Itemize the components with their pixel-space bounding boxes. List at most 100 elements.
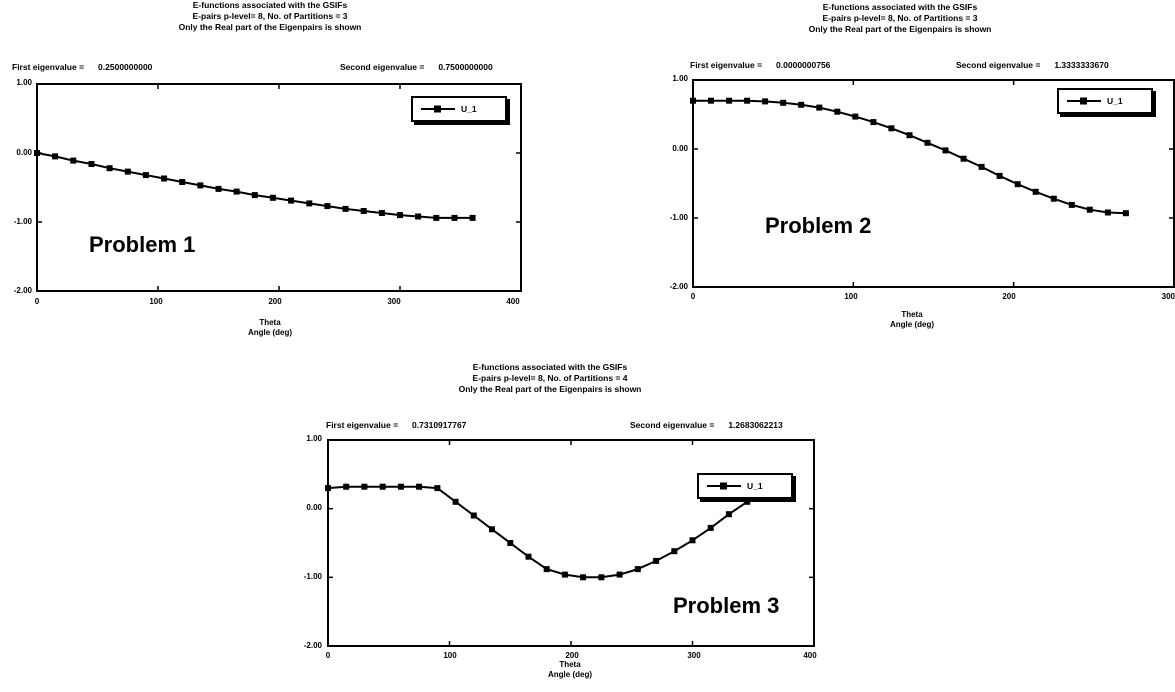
plot-svg [34, 83, 522, 291]
chart-panel-1: E-functions associated with the GSIFs E-… [0, 0, 540, 345]
x-axis-label: Theta Angle (deg) [530, 660, 610, 680]
legend-label: U_1 [461, 104, 477, 114]
data-point [525, 553, 532, 560]
first-eigenvalue-label: First eigenvalue = [12, 62, 85, 72]
data-point [433, 214, 440, 221]
x-axis-label: Theta Angle (deg) [872, 310, 952, 330]
data-point [397, 212, 403, 219]
x-axis-label-line-2: Angle (deg) [548, 670, 592, 679]
y-tick-label: -1.00 [303, 572, 322, 581]
y-tick-label: -2.00 [303, 641, 322, 650]
data-point [451, 214, 458, 221]
x-axis-label-line-1: Theta [559, 660, 581, 669]
data-point [269, 194, 276, 201]
problem-label: Problem 1 [89, 232, 196, 257]
series-line [327, 485, 767, 579]
y-tick-label: 1.00 [306, 434, 322, 443]
data-point [507, 540, 514, 546]
chart-title: E-functions associated with the GSIFs E-… [740, 2, 1060, 35]
series-line [36, 152, 473, 219]
x-axis-label-line-1: Theta [901, 310, 923, 319]
x-tick-label: 0 [325, 651, 331, 660]
series-line [693, 99, 1126, 215]
legend-marker-icon [707, 482, 741, 490]
data-point [888, 125, 895, 132]
first-eigenvalue-value: 0.2500000000 [98, 62, 153, 72]
first-eigenvalue-value: 0.0000000756 [776, 60, 831, 70]
plot-svg [325, 439, 815, 646]
legend: U_1 [697, 473, 793, 499]
data-point [690, 97, 696, 104]
data-point [744, 498, 751, 505]
data-point [251, 192, 258, 199]
title-line-2: E-pairs p-level= 8, No. of Partitions = … [822, 13, 978, 23]
second-eigenvalue-label: Second eigenvalue = [630, 420, 715, 430]
x-tick-label: 100 [149, 297, 163, 306]
x-tick-label: 300 [387, 297, 401, 306]
title-line-1: E-functions associated with the GSIFs [472, 362, 628, 372]
legend-label: U_1 [747, 481, 763, 491]
problem-label: Problem 3 [673, 593, 780, 618]
data-point [1104, 209, 1111, 216]
y-tick-label: 0.00 [16, 148, 32, 157]
y-tick-label: -2.00 [13, 286, 32, 295]
first-eigenvalue-label: First eigenvalue = [690, 60, 763, 70]
legend: U_1 [411, 96, 507, 122]
data-point [306, 200, 313, 207]
data-point [798, 101, 805, 108]
title-line-2: E-pairs p-level= 8, No. of Partitions = … [472, 373, 628, 383]
chart-title: E-functions associated with the GSIFs E-… [390, 362, 710, 395]
x-axis-label-line-1: Theta [259, 318, 281, 327]
y-tick-label: 1.00 [16, 78, 32, 87]
data-point [561, 571, 568, 578]
problem-label: Problem 2 [765, 213, 872, 238]
title-line-2: E-pairs p-level= 8, No. of Partitions = … [192, 11, 348, 21]
x-tick-label: 400 [803, 651, 817, 660]
data-point [708, 97, 714, 104]
x-tick-label: 0 [690, 292, 696, 301]
data-point [689, 537, 696, 544]
x-axis-label-line-2: Angle (deg) [248, 328, 292, 337]
data-point [671, 548, 678, 555]
second-eigenvalue: Second eigenvalue = 0.7500000000 [340, 62, 493, 72]
data-point [360, 208, 367, 214]
data-point [1068, 201, 1075, 208]
data-point [834, 108, 841, 115]
data-point [215, 185, 222, 192]
data-point [361, 483, 368, 490]
second-eigenvalue: Second eigenvalue = 1.3333333670 [956, 60, 1109, 70]
data-point [780, 99, 787, 106]
title-line-3: Only the Real part of the Eigenpairs is … [458, 384, 642, 394]
data-point [161, 175, 168, 182]
data-point [324, 203, 331, 210]
y-tick-label: -1.00 [13, 217, 32, 226]
data-point [415, 213, 422, 220]
data-point [197, 182, 204, 189]
x-tick-label: 300 [1161, 292, 1175, 301]
x-tick-label: 200 [565, 651, 579, 660]
data-point [233, 188, 240, 195]
data-point [469, 214, 476, 221]
chart-panel-3: E-functions associated with the GSIFs E-… [290, 360, 830, 692]
data-point [870, 119, 877, 126]
first-eigenvalue: First eigenvalue = 0.7310917767 [326, 420, 466, 430]
plot-svg [690, 79, 1175, 287]
first-eigenvalue: First eigenvalue = 0.2500000000 [12, 62, 152, 72]
data-point [762, 98, 769, 105]
x-tick-label: 400 [506, 297, 520, 306]
data-point [1122, 210, 1129, 217]
title-line-3: Only the Real part of the Eigenpairs is … [178, 22, 362, 32]
data-point [470, 512, 477, 519]
y-tick-label: 0.00 [672, 144, 688, 153]
data-point [34, 150, 40, 156]
first-eigenvalue: First eigenvalue = 0.0000000756 [690, 60, 830, 70]
data-point [70, 157, 77, 164]
x-tick-label: 0 [34, 297, 40, 306]
data-point [725, 511, 732, 518]
data-point [616, 571, 623, 578]
data-point [707, 524, 714, 531]
first-eigenvalue-value: 0.7310917767 [412, 420, 467, 430]
data-point [342, 205, 349, 212]
data-point [434, 485, 441, 492]
x-tick-label: 100 [443, 651, 457, 660]
